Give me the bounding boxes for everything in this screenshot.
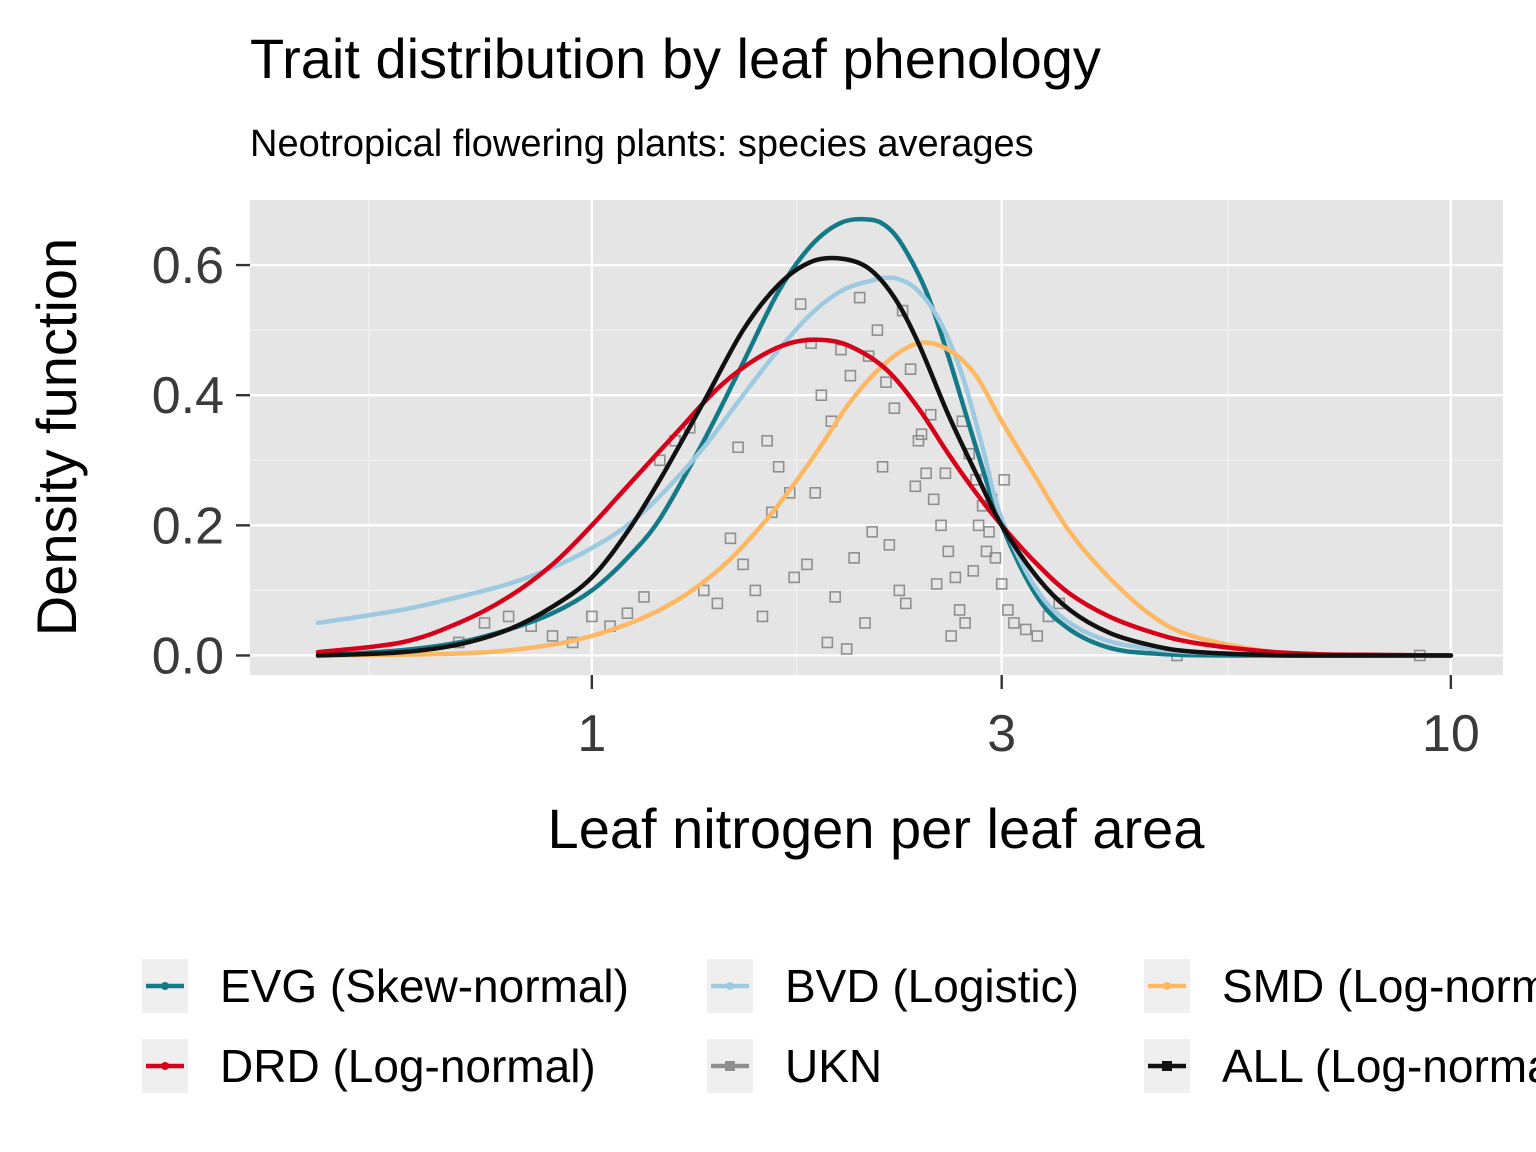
chart-subtitle: Neotropical flowering plants: species av… — [250, 123, 1034, 165]
legend-key-marker-all-log-normal — [1162, 1061, 1172, 1071]
ukn-point — [939, 467, 952, 480]
ukn-point — [732, 441, 744, 454]
ukn-point — [1008, 617, 1020, 629]
ukn-point — [794, 298, 807, 310]
ukn-point — [866, 526, 878, 538]
legend-label-all-log-normal: ALL (Log-normal) — [1222, 1040, 1536, 1092]
ukn-point — [862, 350, 875, 362]
x-axis-title: Leaf nitrogen per leaf area — [548, 797, 1206, 860]
legend-key-marker-ukn — [725, 1061, 735, 1071]
ukn-point — [761, 434, 773, 447]
ukn-point — [998, 473, 1010, 486]
ukn-point — [638, 591, 650, 603]
y-tick-label: 0.6 — [152, 237, 224, 295]
chart-title: Trait distribution by leaf phenology — [250, 27, 1101, 90]
ukn-point — [724, 532, 737, 545]
y-tick-label: 0.2 — [152, 497, 224, 555]
ukn-point — [788, 571, 800, 584]
legend-key-marker-evg-skew-normal — [161, 982, 169, 990]
ukn-point — [883, 539, 896, 551]
legend: EVG (Skew-normal) BVD (Logistic) SMD (Log-… — [142, 959, 1536, 1093]
ukn-point — [1019, 623, 1032, 636]
x-tick-label: 1 — [577, 705, 606, 763]
ukn-point — [815, 389, 828, 402]
x-tick-label: 10 — [1422, 705, 1480, 763]
series-line-smd-log-normal — [315, 340, 1454, 658]
ukn-point — [967, 565, 980, 577]
legend-key-marker-smd-log-normal — [1163, 982, 1171, 990]
ukn-point — [888, 402, 901, 415]
ukn-point — [942, 545, 955, 558]
ukn-point — [904, 363, 917, 375]
ukn-point — [756, 610, 769, 623]
ukn-point — [1031, 630, 1044, 642]
legend-key-marker-bvd-logistic — [726, 982, 734, 990]
ukn-point — [983, 526, 995, 538]
ukn-point — [697, 584, 710, 597]
ukn-point — [654, 454, 666, 467]
y-tick-label: 0.0 — [152, 627, 224, 685]
ukn-point — [972, 519, 985, 532]
ukn-point — [859, 617, 871, 629]
ukn-point — [909, 480, 922, 493]
ukn-point — [876, 460, 889, 473]
ukn-point — [893, 584, 906, 597]
legend-key-marker-drd-log-normal — [161, 1062, 169, 1070]
legend-label-drd-log-normal: DRD (Log-normal) — [220, 1040, 596, 1092]
ukn-point — [989, 552, 1002, 564]
ukn-point — [801, 558, 813, 571]
ukn-point — [621, 607, 634, 619]
ukn-point — [711, 597, 724, 610]
legend-label-bvd-logistic: BVD (Logistic) — [785, 960, 1079, 1012]
ukn-point — [1002, 604, 1014, 616]
ukn-point — [912, 434, 925, 447]
ukn-point — [995, 578, 1008, 590]
y-tick-label: 0.4 — [152, 367, 224, 425]
ukn-point — [766, 506, 778, 519]
ukn-point — [737, 558, 749, 571]
ukn-point — [821, 636, 834, 649]
ukn-point — [772, 460, 785, 473]
series-line-all-log-normal — [315, 255, 1454, 658]
legend-label-evg-skew-normal: EVG (Skew-normal) — [220, 960, 629, 1012]
ukn-point — [586, 610, 598, 623]
ukn-point — [953, 604, 966, 616]
ukn-point — [927, 493, 940, 506]
ukn-point — [809, 487, 822, 499]
ukn-point — [848, 552, 860, 564]
ukn-point — [546, 630, 559, 642]
ukn-point — [853, 291, 866, 304]
y-axis-title: Density function — [25, 238, 88, 636]
ukn-point — [478, 617, 491, 629]
ukn-point — [840, 643, 853, 655]
legend-label-smd-log-normal: SMD (Log-normal) — [1222, 960, 1536, 1012]
ukn-point — [959, 617, 971, 629]
ukn-point — [980, 545, 993, 558]
series-line-evg-skew-normal — [315, 216, 1454, 658]
ukn-point — [930, 578, 943, 590]
x-tick-label: 3 — [987, 705, 1016, 763]
ukn-point — [502, 610, 515, 623]
legend-label-ukn: UKN — [785, 1040, 882, 1092]
axes: 0.0 0.2 0.4 0.6 1 3 10 — [152, 237, 1480, 763]
ukn-point — [920, 467, 932, 480]
ukn-point — [880, 376, 892, 388]
ukn-point — [749, 584, 762, 597]
ukn-point — [871, 324, 884, 336]
series-line-drd-log-normal — [315, 337, 1454, 658]
ukn-point — [949, 571, 962, 584]
series-line-bvd-logistic — [315, 275, 1454, 658]
ukn-point — [844, 369, 857, 382]
ukn-point — [829, 591, 842, 603]
ukn-point — [935, 519, 947, 532]
ukn-point — [945, 630, 957, 642]
density-curves — [315, 216, 1454, 658]
ukn-point — [915, 428, 928, 441]
ukn-point — [900, 597, 912, 610]
